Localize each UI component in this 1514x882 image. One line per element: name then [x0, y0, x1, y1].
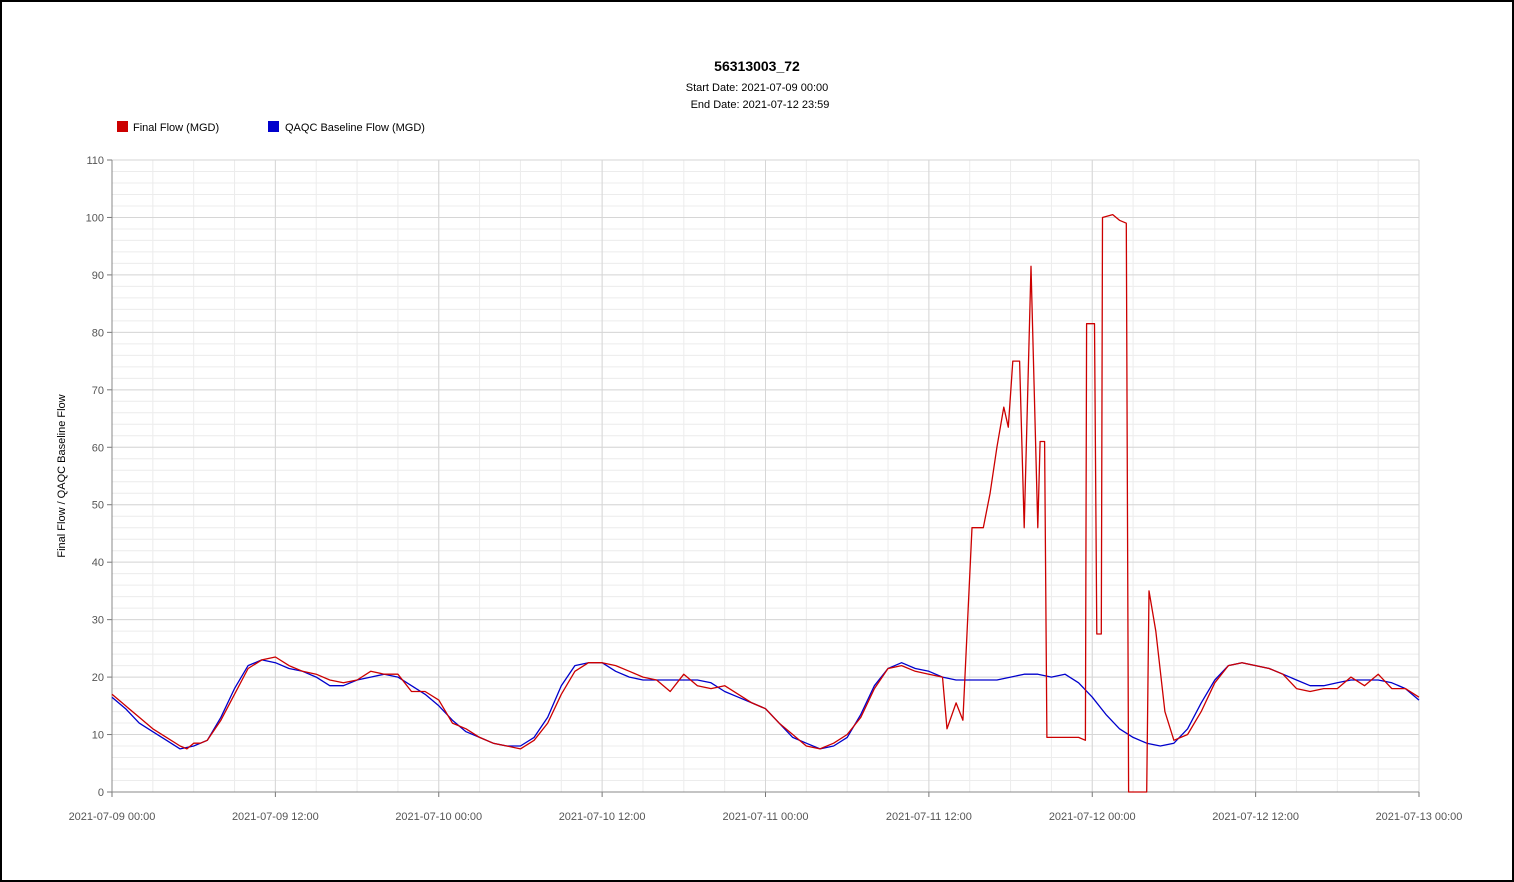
x-tick-label: 2021-07-12 00:00: [1049, 811, 1136, 823]
x-tick-label: 2021-07-11 12:00: [886, 811, 972, 823]
axes: 0 10 20 30 40 50 60 70 80 90 100 110 2021-07-09 00:0…: [69, 155, 1463, 823]
x-tick-label: 2021-07-09 12:00: [232, 811, 319, 823]
y-tick-label: 110: [86, 155, 104, 167]
x-tick-label: 2021-07-10 12:00: [559, 811, 646, 823]
y-tick-label: 50: [92, 500, 104, 512]
y-tick-label: 40: [92, 557, 104, 569]
x-tick-label: 2021-07-11 00:00: [722, 811, 808, 823]
legend-swatch-baseline-flow: [268, 121, 279, 132]
series-line-final-flow: [111, 213, 1420, 793]
chart-start-date: Start Date: 2021-07-09 00:00: [686, 82, 828, 94]
y-tick-label: 100: [86, 212, 104, 224]
legend-swatch-final-flow: [117, 121, 128, 132]
y-tick-label: 70: [92, 385, 104, 397]
grid-lines: [111, 159, 1420, 793]
y-tick-label: 60: [92, 442, 104, 454]
chart-title: 56313003_72: [714, 58, 800, 74]
x-tick-label: 2021-07-13 00:00: [1376, 811, 1463, 823]
series-lines: [111, 213, 1420, 793]
y-axis-label: Final Flow / QAQC Baseline Flow: [56, 394, 68, 557]
y-tick-label: 90: [92, 270, 104, 282]
legend-label-baseline-flow: QAQC Baseline Flow (MGD): [285, 122, 425, 134]
x-tick-label: 2021-07-09 00:00: [69, 811, 156, 823]
chart-legend: Final Flow (MGD) QAQC Baseline Flow (MGD…: [117, 121, 425, 134]
legend-label-final-flow: Final Flow (MGD): [133, 122, 219, 134]
y-tick-label: 10: [92, 730, 104, 742]
y-tick-label: 20: [92, 672, 104, 684]
y-tick-label: 80: [92, 327, 104, 339]
y-tick-label: 0: [98, 787, 104, 799]
chart-end-date: End Date: 2021-07-12 23:59: [691, 99, 830, 111]
y-tick-label: 30: [92, 615, 104, 627]
x-tick-label: 2021-07-10 00:00: [395, 811, 482, 823]
x-tick-label: 2021-07-12 12:00: [1212, 811, 1299, 823]
